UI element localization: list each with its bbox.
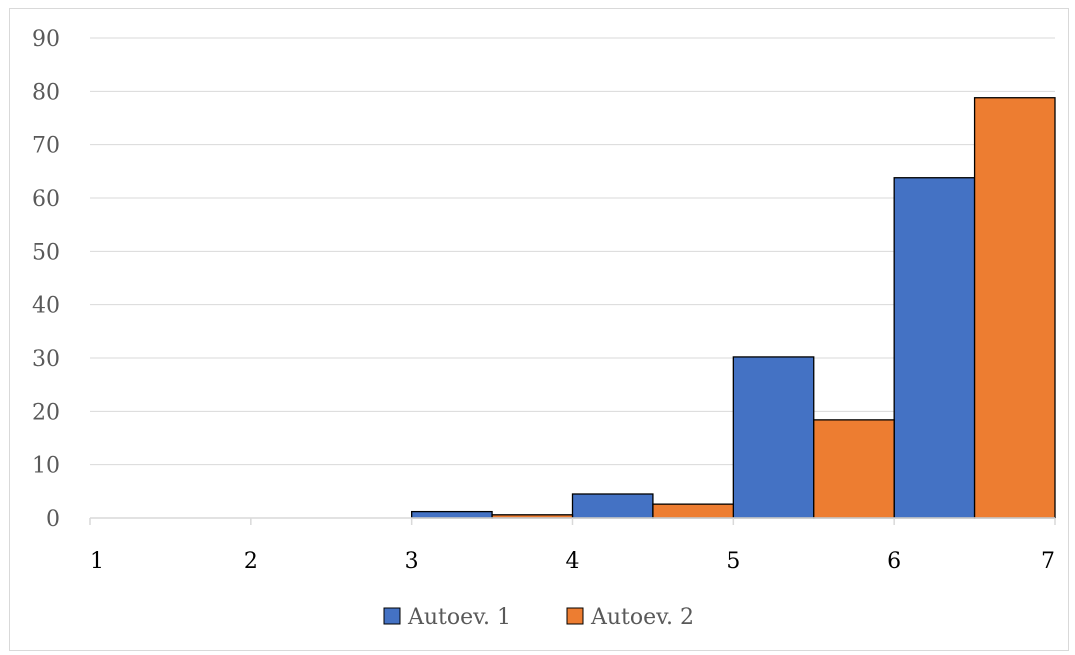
x-tick-label: 3 [405, 549, 419, 574]
chart-area [9, 8, 1069, 651]
legend-swatch [566, 607, 584, 625]
bar [571, 493, 654, 519]
bar [652, 503, 734, 519]
y-tick-label: 70 [32, 134, 60, 159]
legend-swatch [383, 607, 401, 625]
bar [732, 356, 815, 519]
bar [411, 510, 493, 519]
y-tick-label: 80 [32, 80, 60, 105]
y-tick-label: 10 [32, 454, 60, 479]
y-tick-label: 40 [32, 294, 60, 319]
y-tick-label: 90 [32, 27, 60, 52]
x-tick-label: 6 [887, 549, 901, 574]
x-axis [89, 517, 1056, 525]
y-axis-ticks: 0 10 20 30 40 50 60 70 80 90 [32, 27, 60, 532]
x-tick-label: 7 [1041, 549, 1055, 574]
y-tick-label: 30 [32, 347, 60, 372]
bar [893, 177, 976, 519]
x-tick-label: 2 [244, 549, 258, 574]
y-tick-label: 20 [32, 400, 60, 425]
bar [973, 97, 1056, 519]
x-axis-ticks: 1 2 3 4 5 6 7 [90, 549, 1055, 574]
x-tick-label: 4 [566, 549, 580, 574]
legend: Autoev. 1 Autoev. 2 [383, 605, 694, 630]
bars [411, 97, 1056, 519]
x-tick-label: 5 [726, 549, 740, 574]
y-tick-label: 0 [46, 507, 60, 532]
x-tick-label: 1 [90, 549, 104, 574]
y-tick-label: 60 [32, 187, 60, 212]
legend-label: Autoev. 1 [407, 605, 511, 630]
y-tick-label: 50 [32, 240, 60, 265]
bar [813, 419, 895, 519]
legend-label: Autoev. 2 [590, 605, 694, 630]
